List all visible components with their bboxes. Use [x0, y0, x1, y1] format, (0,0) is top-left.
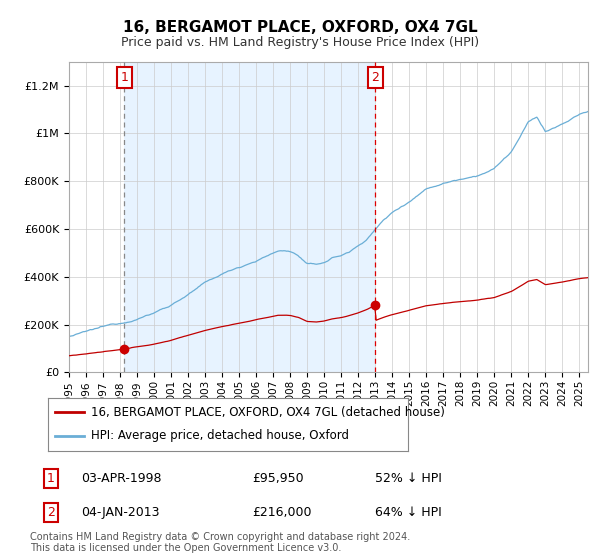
Text: 2: 2: [47, 506, 55, 519]
Text: HPI: Average price, detached house, Oxford: HPI: Average price, detached house, Oxfo…: [91, 430, 349, 442]
Bar: [124, 62, 375, 372]
Text: 1: 1: [47, 472, 55, 486]
Text: 16, BERGAMOT PLACE, OXFORD, OX4 7GL: 16, BERGAMOT PLACE, OXFORD, OX4 7GL: [122, 20, 478, 35]
Text: 64% ↓ HPI: 64% ↓ HPI: [375, 506, 442, 519]
Text: Contains HM Land Registry data © Crown copyright and database right 2024.
This d: Contains HM Land Registry data © Crown c…: [30, 531, 410, 553]
Text: 52% ↓ HPI: 52% ↓ HPI: [375, 472, 442, 486]
Text: 1: 1: [121, 71, 128, 84]
Text: Price paid vs. HM Land Registry's House Price Index (HPI): Price paid vs. HM Land Registry's House …: [121, 36, 479, 49]
Text: 03-APR-1998: 03-APR-1998: [81, 472, 161, 486]
Text: 16, BERGAMOT PLACE, OXFORD, OX4 7GL (detached house): 16, BERGAMOT PLACE, OXFORD, OX4 7GL (det…: [91, 406, 445, 419]
Text: £216,000: £216,000: [252, 506, 311, 519]
Text: 2: 2: [371, 71, 379, 84]
Text: £95,950: £95,950: [252, 472, 304, 486]
Text: 04-JAN-2013: 04-JAN-2013: [81, 506, 160, 519]
